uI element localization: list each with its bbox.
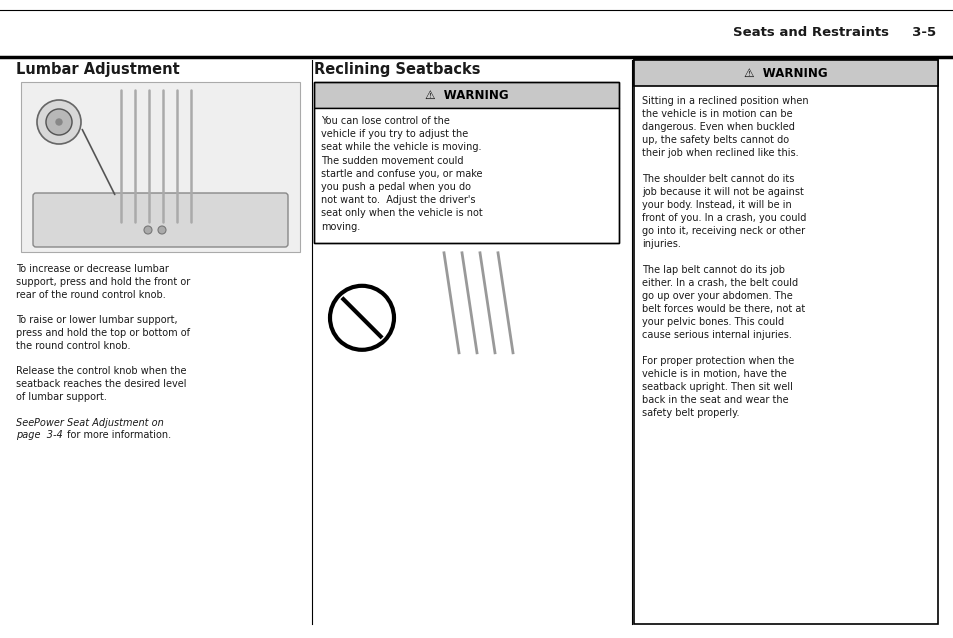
Text: go up over your abdomen. The: go up over your abdomen. The [641, 291, 792, 301]
Text: not want to.  Adjust the driver's: not want to. Adjust the driver's [320, 195, 475, 205]
Text: seat only when the vehicle is not: seat only when the vehicle is not [320, 209, 482, 218]
Bar [634, 60, 937, 86]
Text: You can lose control of the: You can lose control of the [320, 116, 450, 126]
FancyBboxPatch shape [33, 193, 288, 247]
Text: the round control knob.: the round control knob. [16, 341, 131, 351]
Circle shape [330, 286, 394, 350]
Text: page  3-4: page 3-4 [16, 431, 63, 440]
Text: front of you. In a crash, you could: front of you. In a crash, you could [641, 213, 805, 223]
Text: the vehicle is in motion can be: the vehicle is in motion can be [641, 109, 792, 119]
Circle shape [144, 226, 152, 234]
Text: See: See [16, 418, 37, 427]
Bar [314, 108, 618, 243]
Text: ⚠  WARNING: ⚠ WARNING [743, 66, 827, 80]
Text: belt forces would be there, not at: belt forces would be there, not at [641, 304, 804, 314]
Text: injuries.: injuries. [641, 239, 680, 249]
Bar [634, 60, 937, 624]
Text: ⚠  WARNING: ⚠ WARNING [424, 89, 508, 101]
Text: startle and confuse you, or make: startle and confuse you, or make [320, 169, 482, 179]
Text: their job when reclined like this.: their job when reclined like this. [641, 148, 798, 158]
Circle shape [46, 109, 71, 135]
Text: for more information.: for more information. [64, 431, 171, 440]
Text: either. In a crash, the belt could: either. In a crash, the belt could [641, 278, 798, 288]
Text: your pelvic bones. This could: your pelvic bones. This could [641, 317, 783, 327]
Text: The lap belt cannot do its job: The lap belt cannot do its job [641, 265, 784, 275]
Circle shape [56, 119, 62, 125]
Text: Power Seat Adjustment on: Power Seat Adjustment on [34, 418, 164, 427]
Text: Sitting in a reclined position when: Sitting in a reclined position when [641, 96, 808, 106]
Text: moving.: moving. [320, 221, 360, 232]
Text: up, the safety belts cannot do: up, the safety belts cannot do [641, 135, 788, 145]
Text: back in the seat and wear the: back in the seat and wear the [641, 395, 788, 405]
Text: vehicle is in motion, have the: vehicle is in motion, have the [641, 369, 786, 379]
Text: press and hold the top or bottom of: press and hold the top or bottom of [16, 328, 190, 338]
Text: For proper protection when the: For proper protection when the [641, 356, 794, 366]
Bar [21, 82, 299, 252]
Text: go into it, receiving neck or other: go into it, receiving neck or other [641, 226, 804, 236]
Text: you push a pedal when you do: you push a pedal when you do [320, 182, 471, 192]
Text: safety belt properly.: safety belt properly. [641, 408, 739, 418]
Text: Lumbar Adjustment: Lumbar Adjustment [16, 62, 179, 77]
Text: seatback reaches the desired level: seatback reaches the desired level [16, 379, 186, 389]
Text: The sudden movement could: The sudden movement could [320, 156, 463, 166]
Circle shape [37, 100, 81, 144]
Text: job because it will not be against: job because it will not be against [641, 187, 803, 197]
Text: seat while the vehicle is moving.: seat while the vehicle is moving. [320, 142, 481, 152]
Text: Release the control knob when the: Release the control knob when the [16, 366, 186, 376]
Text: To raise or lower lumbar support,: To raise or lower lumbar support, [16, 315, 177, 325]
Text: support, press and hold the front or: support, press and hold the front or [16, 277, 190, 287]
Text: seatback upright. Then sit well: seatback upright. Then sit well [641, 382, 792, 392]
Text: The shoulder belt cannot do its: The shoulder belt cannot do its [641, 174, 794, 184]
Circle shape [158, 226, 166, 234]
Text: your body. Instead, it will be in: your body. Instead, it will be in [641, 200, 791, 210]
Text: dangerous. Even when buckled: dangerous. Even when buckled [641, 122, 794, 132]
Text: Reclining Seatbacks: Reclining Seatbacks [314, 62, 480, 77]
Text: vehicle if you try to adjust the: vehicle if you try to adjust the [320, 130, 468, 139]
Text: To increase or decrease lumbar: To increase or decrease lumbar [16, 264, 169, 274]
Text: of lumbar support.: of lumbar support. [16, 392, 107, 402]
Bar [314, 82, 618, 243]
Text: Seats and Restraints     3-5: Seats and Restraints 3-5 [732, 26, 935, 38]
Bar [314, 82, 618, 108]
Text: rear of the round control knob.: rear of the round control knob. [16, 290, 166, 300]
Text: cause serious internal injuries.: cause serious internal injuries. [641, 330, 791, 340]
